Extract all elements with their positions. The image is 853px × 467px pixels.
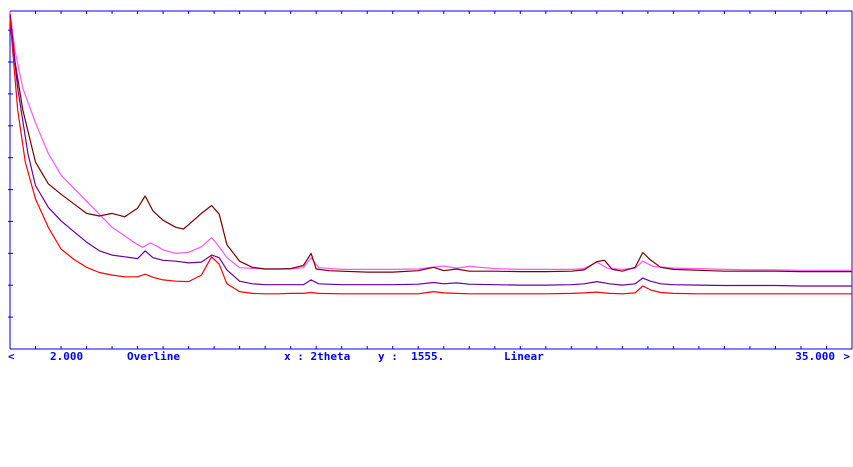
scroll-right-arrow[interactable]: > — [843, 350, 850, 363]
axes — [8, 10, 853, 350]
series-line-1 — [9, 11, 852, 271]
diffraction-chart — [8, 10, 853, 350]
series-line-4 — [9, 18, 852, 295]
x-axis-label: x : 2theta — [284, 350, 351, 363]
x-end-value: 35.000 — [795, 350, 835, 363]
y-axis-readout: y : 1555. — [378, 350, 445, 363]
chart-canvas — [8, 10, 853, 350]
series-layer — [9, 11, 852, 295]
display-mode: Overline — [127, 350, 180, 363]
series-line-2 — [9, 14, 852, 273]
x-start-value: 2.000 — [50, 350, 84, 363]
scroll-left-arrow[interactable]: < — [8, 350, 15, 363]
status-bar: < 2.000 Overline x : 2theta y : 1555. Li… — [0, 350, 853, 363]
series-line-3 — [9, 16, 852, 287]
scale-mode: Linear — [504, 350, 544, 363]
